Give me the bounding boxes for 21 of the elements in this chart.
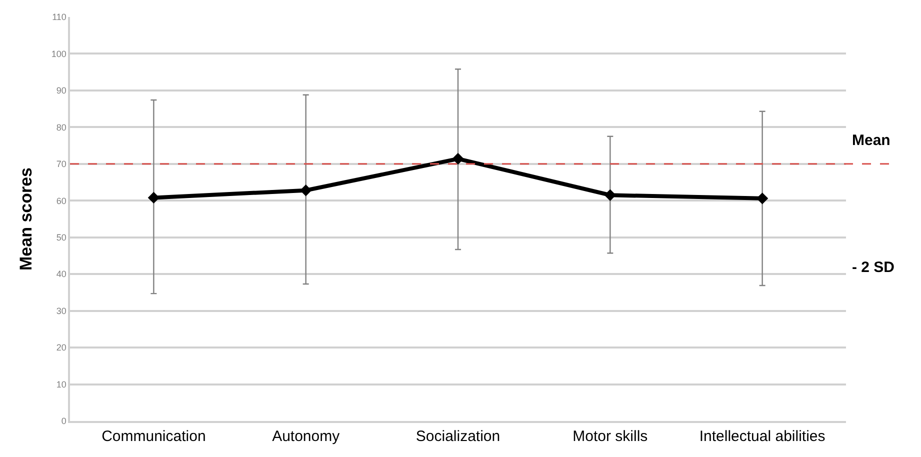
x-tick-label: Autonomy (272, 428, 340, 445)
y-tick-label: 20 (56, 342, 66, 353)
y-tick-label: 40 (56, 269, 66, 280)
y-tick-label: 10 (56, 379, 66, 390)
text: - 2 SD (852, 259, 895, 276)
y-tick-label: 50 (56, 232, 66, 243)
y-tick-label: 60 (56, 196, 66, 206)
x-tick-label: Motor skills (572, 428, 648, 445)
x-tick-label: Communication (102, 428, 206, 445)
y-tick-label: 0 (61, 416, 66, 426)
y-tick-label: 30 (56, 306, 66, 316)
x-tick-label: Socialization (416, 428, 500, 445)
y-axis-title: Mean scores (16, 168, 36, 270)
x-tick-label: Intellectual abilities (699, 428, 826, 445)
y-tick-label: 100 (51, 48, 66, 59)
y-tick-label: 70 (56, 159, 66, 170)
y-tick-label: 80 (56, 122, 66, 132)
y-tick-label: 90 (56, 86, 66, 96)
text: Mean (852, 132, 890, 149)
y-tick-label: 110 (52, 12, 66, 22)
point (452, 152, 464, 165)
